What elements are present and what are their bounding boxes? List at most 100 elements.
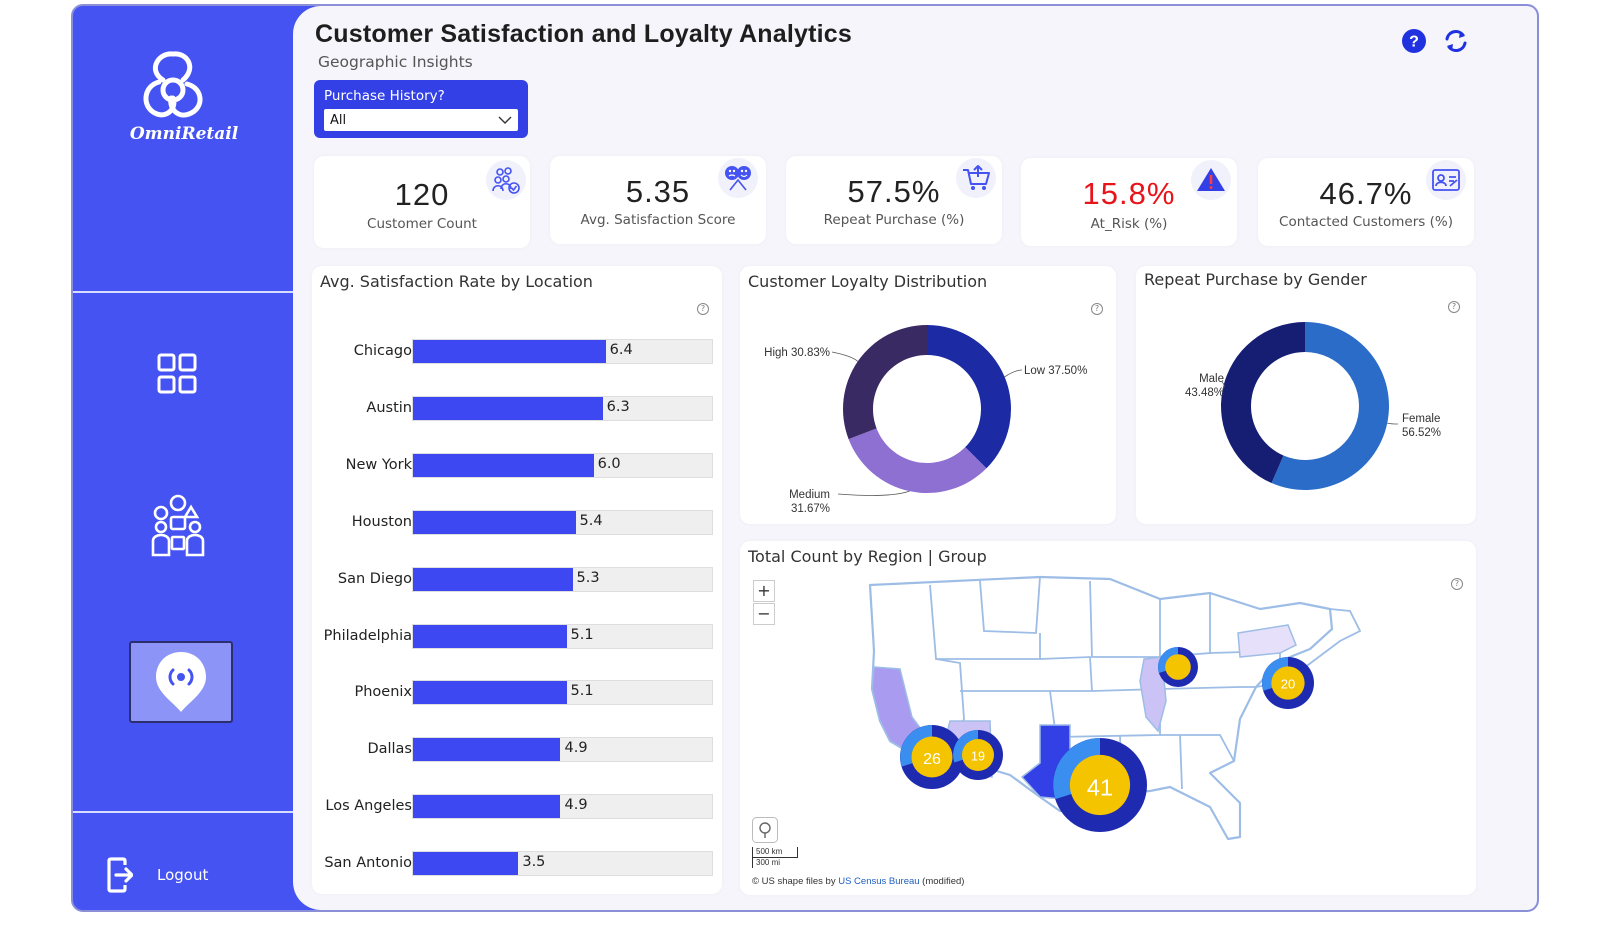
kpi-value: 5.35 <box>625 174 691 209</box>
bar-track <box>412 737 713 763</box>
bar-row[interactable]: Dallas 4.9 <box>312 737 732 763</box>
contact-card-icon <box>1426 160 1466 200</box>
donut-slice-female[interactable] <box>1271 322 1389 490</box>
bar-row[interactable]: Phoenix 5.1 <box>312 680 732 706</box>
donut-label: 56.52% <box>1402 427 1441 439</box>
region-map-panel: Total Count by Region | Group ? <box>740 541 1476 895</box>
nav-customers-button[interactable] <box>143 490 213 562</box>
bubble-core <box>1271 666 1305 700</box>
bar-row[interactable]: San Antonio 3.5 <box>312 851 732 877</box>
credit-link[interactable]: US Census Bureau <box>838 876 920 887</box>
bar-value-label: 5.3 <box>576 569 600 586</box>
bar-value-label: 5.1 <box>570 626 594 643</box>
logout-button[interactable]: Logout <box>107 852 257 898</box>
kpi-value: 46.7% <box>1319 176 1413 211</box>
kpi-value: 57.5% <box>847 174 941 209</box>
location-pin-icon <box>156 652 206 712</box>
refresh-icon[interactable] <box>1443 28 1469 54</box>
region-bubbles: 41 26 20 19 <box>900 647 1314 832</box>
kpi-label: At_Risk (%) <box>1090 216 1168 232</box>
info-icon[interactable]: ? <box>697 303 709 315</box>
bar <box>413 340 606 363</box>
bar-row[interactable]: Philadelphia 5.1 <box>312 623 732 650</box>
leader-line <box>1387 422 1399 425</box>
kpi-card: 57.5% Repeat Purchase (%) <box>786 156 1002 244</box>
bar-value-label: 3.5 <box>522 854 546 871</box>
donut-slice-male[interactable] <box>1221 322 1305 484</box>
filter-label: Purchase History? <box>324 88 445 104</box>
bar-row[interactable]: San Diego 5.3 <box>312 566 732 593</box>
panel-title: Repeat Purchase by Gender <box>1144 270 1367 289</box>
sidebar-divider <box>73 811 303 813</box>
panel-title: Avg. Satisfaction Rate by Location <box>320 272 593 291</box>
loyalty-donut-panel: Customer Loyalty Distribution ? Low 37.5… <box>740 266 1116 524</box>
bubble-core <box>1069 754 1131 816</box>
map-scale: 500 km 300 mi <box>752 847 798 868</box>
bar-row[interactable]: Los Angeles 4.9 <box>312 794 732 820</box>
nav-geographic-button[interactable] <box>129 641 233 723</box>
kpi-card: 120 Customer Count <box>314 156 530 248</box>
bubble-value-label: 41 <box>1087 774 1113 800</box>
kpi-label: Avg. Satisfaction Score <box>580 212 736 228</box>
bubble-core <box>911 736 953 778</box>
satisfaction-faces-icon <box>718 158 758 198</box>
bar-track <box>412 452 713 478</box>
bar-row[interactable]: Houston 5.4 <box>312 509 732 536</box>
omniretail-logo-icon <box>143 51 203 118</box>
zoom-in-button[interactable]: + <box>753 580 775 602</box>
grid-icon <box>157 353 197 394</box>
us-region-map[interactable]: 41 26 20 19 <box>740 541 1476 895</box>
bar <box>413 453 594 477</box>
location-bar-panel: Avg. Satisfaction Rate by Location ? Chi… <box>312 266 722 894</box>
kpi-label: Repeat Purchase (%) <box>823 212 965 228</box>
leader-line <box>1004 369 1023 378</box>
donut-slice-medium[interactable] <box>848 428 987 493</box>
bubble-core <box>962 739 994 771</box>
nav-overview-button[interactable] <box>147 346 207 402</box>
bar-value-label: 4.9 <box>564 797 588 814</box>
main-content: Customer Satisfaction and Loyalty Analyt… <box>293 6 1537 910</box>
donut-label: 31.67% <box>791 503 830 515</box>
info-icon[interactable]: ? <box>1091 303 1103 315</box>
bubble-value-label: 20 <box>1281 677 1295 692</box>
bar-category-label: Philadelphia <box>323 627 412 644</box>
bar-category-label: San Diego <box>337 570 412 587</box>
bar-row[interactable]: New York 6.0 <box>312 452 732 479</box>
donut-label: Male <box>1199 373 1224 385</box>
donut-label: High 30.83% <box>764 347 830 359</box>
bar-category-label: Chicago <box>353 343 412 359</box>
gender-donut-panel: Repeat Purchase by Gender ? Female 56.52%… <box>1136 266 1476 524</box>
leader-line <box>831 351 859 362</box>
bar-row[interactable]: Chicago 6.4 <box>312 339 732 365</box>
state-new-york <box>1237 624 1297 658</box>
donut-slice-low[interactable] <box>927 325 1011 469</box>
bubble-value-label: 19 <box>971 750 985 764</box>
kpi-label: Customer Count <box>367 216 477 232</box>
help-icon[interactable]: ? <box>1401 28 1427 54</box>
info-icon[interactable]: ? <box>1451 578 1463 590</box>
brand-name: OmniRetail <box>129 124 239 144</box>
bar <box>413 510 576 534</box>
bar <box>413 738 561 762</box>
bar-track <box>412 395 713 421</box>
scale-km: 500 km <box>752 847 798 858</box>
bar <box>413 681 567 705</box>
bar-category-label: Dallas <box>367 741 412 758</box>
zoom-out-button[interactable]: − <box>753 603 775 625</box>
bubble-value-label: 26 <box>923 751 941 768</box>
bubble-core <box>1165 654 1191 680</box>
leader-line <box>1221 381 1225 390</box>
bar-value-label: 4.9 <box>564 740 588 757</box>
kpi-card: 15.8% At_Risk (%) <box>1021 158 1237 246</box>
bar-track <box>412 509 713 535</box>
chevron-down-icon <box>498 116 512 124</box>
credit-text: (modified) <box>919 876 965 887</box>
app-frame: OmniRetail <box>71 4 1539 912</box>
map-pin-toggle-icon[interactable] <box>752 817 778 843</box>
kpi-value: 120 <box>394 177 450 212</box>
donut-slice-high[interactable] <box>843 325 927 440</box>
info-icon[interactable]: ? <box>1448 301 1460 313</box>
purchase-history-dropdown[interactable]: All <box>324 109 518 131</box>
bar-row[interactable]: Austin 6.3 <box>312 395 732 422</box>
shopping-cart-icon <box>956 158 996 198</box>
